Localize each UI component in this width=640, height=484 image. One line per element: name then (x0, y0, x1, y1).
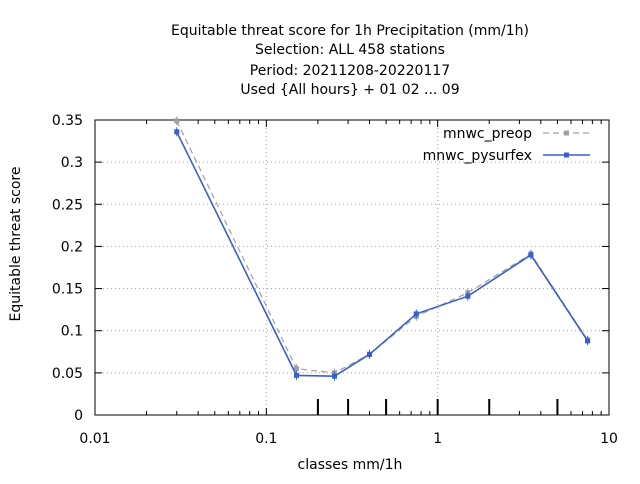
series-line-mnwc_preop (176, 120, 589, 374)
title-line-1: Equitable threat score for 1h Precipitat… (171, 23, 529, 39)
chart-title: Equitable threat score for 1h Precipitat… (171, 23, 529, 98)
grid-lines (95, 120, 609, 415)
x-tick-label: 0.1 (255, 431, 277, 447)
y-tick-label: 0.1 (61, 324, 83, 340)
y-tick-label: 0 (74, 408, 83, 424)
x-tick-label: 0.01 (79, 431, 110, 447)
legend-label: mnwc_preop (443, 126, 532, 142)
title-line-2: Selection: ALL 458 stations (255, 42, 445, 58)
axes: 0 0.05 0.1 0.15 0.2 0.25 0.3 0.35 0.01 0.1 1 10 (52, 113, 618, 447)
y-tick-label: 0.05 (52, 366, 83, 382)
y-axis-label: Equitable threat score (8, 167, 24, 322)
title-line-3: Period: 20211208-20220117 (250, 63, 450, 79)
y-tick-label: 0.2 (61, 239, 83, 255)
legend-swatch-marker (564, 152, 569, 158)
series-line-mnwc_pysurfex (175, 131, 589, 378)
x-tick-label: 1 (433, 431, 442, 447)
x-tick-label: 10 (600, 431, 618, 447)
plot-border (94, 119, 610, 416)
y-tick-label: 0.25 (52, 197, 83, 213)
y-tick-label: 0.35 (52, 113, 83, 129)
legend-swatch-marker (564, 130, 569, 136)
x-axis-label: classes mm/1h (298, 457, 403, 473)
legend-label: mnwc_pysurfex (423, 148, 532, 164)
series-layer (174, 116, 591, 381)
legend: mnwc_preop mnwc_pysurfex (423, 126, 590, 164)
y-tick-label: 0.3 (61, 155, 83, 171)
title-line-4: Used {All hours} + 01 02 ... 09 (240, 82, 459, 98)
y-tick-label: 0.15 (52, 282, 83, 298)
